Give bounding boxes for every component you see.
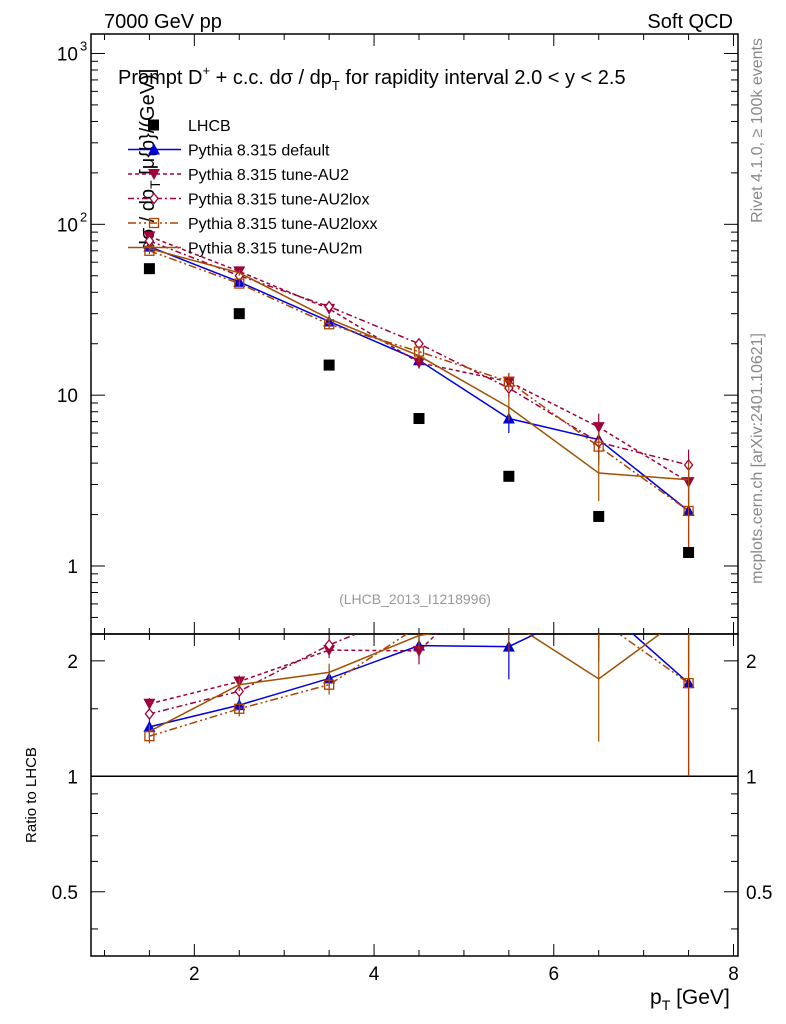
main-series-group [143,231,695,558]
ratio-y-axis-label: Ratio to LHCB [23,747,40,843]
rivet-version-label: Rivet 4.1.0, ≥ 100k events [749,38,766,223]
x-tick-label: 6 [548,964,559,985]
ratio-series-group [143,559,695,777]
series-point [683,505,694,517]
ratio-tick-label-right: 0.5 [746,883,772,904]
legend-label: Pythia 8.315 default [188,143,330,160]
data-point [233,308,245,320]
series-point [234,278,245,289]
ratio-point [505,573,513,583]
series-0 [143,240,695,553]
legend-marker [148,119,159,131]
legend-marker [149,192,159,205]
ratio-point [143,698,156,710]
ratio-tick-label-right: 1 [746,767,757,788]
data-point [503,470,515,482]
y-axis-label-main: dσ / dp [137,189,159,251]
x-axis-label-sub: T [662,997,671,1013]
ratio-point [503,559,515,570]
series-point [324,300,334,313]
legend-label: Pythia 8.315 tune-AU2loxx [188,216,377,233]
title-part-sub: T [332,78,340,93]
title-part-main: Prompt D [118,67,202,89]
title-part-tail: for rapidity interval 2.0 < y < 2.5 [340,67,626,89]
ratio-series-4 [148,634,690,742]
series-point [503,376,515,387]
y-tick-label: 10 [57,215,78,236]
data-point [683,546,695,558]
x-axis-label-tail: [GeV] [670,986,730,1009]
ratio-point [593,571,605,582]
ratio-point [594,615,603,624]
data-point [143,263,155,275]
ratio-point [683,613,695,624]
ratio-point [144,707,155,720]
ratio-point [324,638,334,652]
legend-marker [148,169,160,180]
header-energy-label: 7000 GeV pp [104,11,222,33]
x-tick-label: 4 [369,964,380,985]
x-tick-label: 8 [728,964,739,985]
y-tick-label: 10 [57,386,78,407]
data-point [413,413,425,425]
data-points [143,263,695,558]
title-part-sup: + [202,63,210,78]
header-category-label: Soft QCD [647,11,733,33]
y-tick-label: 1 [67,557,78,578]
y-tick-label: 10 [57,44,78,65]
series-4 [148,245,690,505]
x-tick-label: 2 [189,964,200,985]
ratio-tick-label-left: 1 [67,767,78,788]
ratio-series-1 [143,559,695,710]
legend-label: Pythia 8.315 tune-AU2 [188,167,349,184]
y-tick-exponent: 3 [80,38,87,53]
series-point [593,441,604,452]
ratio-point [593,598,605,609]
series-line [149,250,690,512]
ratio-point [685,575,693,585]
plot-title: Prompt D+ + c.c. dσ / dpT for rapidity i… [118,63,626,93]
legend: LHCB Pythia 8.315 default Pythia 8.315 tun… [128,118,377,258]
x-axis-label: pT [GeV] [650,986,730,1013]
series-line [149,245,690,512]
ratio-point [595,605,603,615]
series-1 [143,231,695,505]
ratio-tick-label-left: 0.5 [52,883,78,904]
legend-label: Pythia 8.315 tune-AU2lox [188,192,369,209]
legend-marker [148,217,160,229]
title-part-mid: + c.c. dσ / dp [210,67,332,89]
data-point [593,510,605,522]
series-point [412,357,425,369]
ratio-point [683,677,694,689]
ratio-point [234,703,245,714]
y-axis-label-sub: T [147,180,163,189]
mcplots-label: mcplots.cern.ch [arXiv:2401.10621] [749,333,766,584]
ratio-series-line [149,634,690,728]
data-point [323,359,335,371]
legend-label: Pythia 8.315 tune-AU2m [188,241,362,258]
legend-label: LHCB [188,118,231,135]
series-3 [144,245,694,553]
series-point [592,422,605,434]
y-tick-exponent: 2 [80,209,87,224]
analysis-id-label: (LHCB_2013_I1218996) [339,591,491,607]
x-axis-label-main: p [650,986,662,1009]
ratio-point [504,559,513,568]
ratio-tick-label-left: 2 [67,652,78,673]
ratio-point [412,645,425,657]
ratio-plot-frame [90,633,739,957]
legend-marker [148,143,160,155]
ratio-tick-label-right: 2 [746,652,757,673]
